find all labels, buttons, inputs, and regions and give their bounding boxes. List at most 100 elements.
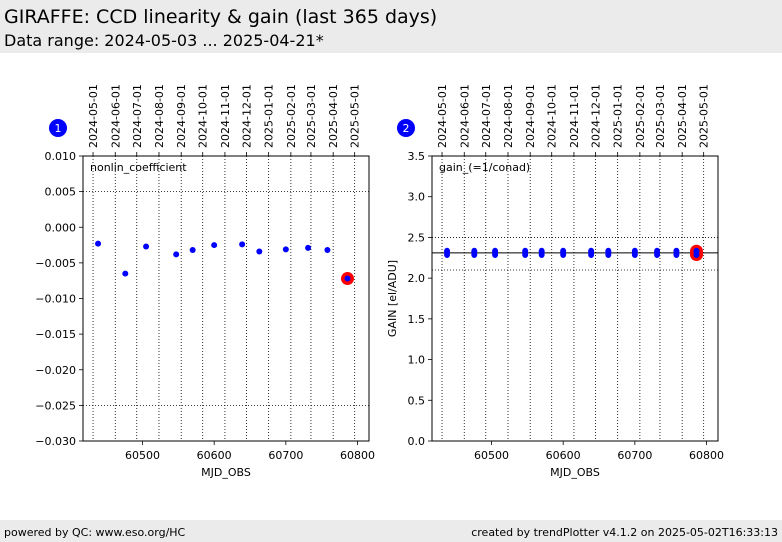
panel1-data-point	[122, 270, 129, 277]
panel2-highlight-point	[689, 248, 703, 262]
panel1-x-tick-label: 60500	[125, 449, 160, 462]
panel2-y-axis-label: GAIN [el/ADU]	[386, 260, 399, 337]
panel1-y-tick-label: −0.025	[35, 399, 76, 412]
panel1-y-tick-label: 0.010	[45, 150, 77, 163]
panel2-x-tick-label: 60500	[474, 449, 509, 462]
panel1-data-point	[95, 240, 102, 247]
data-range-subtitle: Data range: 2024-05-03 ... 2025-04-21*	[4, 31, 324, 50]
panel2-annotation: gain_(=1/conad)	[439, 161, 530, 174]
panel1-date-tick-label: 2024-05-01	[87, 84, 100, 148]
panel1-y-tick-label: 0.000	[45, 221, 77, 234]
panel2-date-tick-label: 2024-12-01	[589, 84, 602, 148]
panel1-x-tick-label: 60700	[268, 449, 303, 462]
panel1-panel-badge	[49, 119, 67, 137]
panel2-x-tick-label: 60700	[617, 449, 652, 462]
panel2-x-axis-label: MJD_OBS	[550, 466, 600, 479]
panel2-data-point	[560, 251, 567, 259]
panel1-data-point	[189, 247, 196, 254]
panel2-date-tick-label: 2025-05-01	[698, 84, 711, 148]
panel2-panel-badge	[397, 119, 415, 137]
panel2-date-tick-label: 2025-01-01	[612, 84, 625, 148]
panel2-data-point	[538, 251, 545, 259]
panel2-date-tick-label: 2024-11-01	[568, 84, 581, 148]
panel2-data-point	[693, 247, 700, 255]
panel1-date-tick-label: 2025-01-01	[263, 84, 276, 148]
panel2-data-point	[673, 251, 680, 259]
panel1-y-tick-label: −0.030	[35, 435, 76, 448]
panel1-date-tick-label: 2024-06-01	[109, 84, 122, 148]
panel2-y-tick-label: 3.5	[408, 150, 426, 163]
panel1-annotation: nonlin_coefficient	[90, 161, 187, 174]
panel2-date-tick-label: 2024-10-01	[546, 84, 559, 148]
panel1-data-point	[211, 242, 218, 249]
panel1-date-tick-label: 2024-07-01	[131, 84, 144, 148]
panel1-date-tick-label: 2024-11-01	[219, 84, 232, 148]
panel1-data-point	[282, 246, 289, 253]
panel2-data-point	[522, 247, 529, 255]
panel2-data-point	[673, 247, 680, 255]
panel1-date-tick-label: 2025-02-01	[285, 84, 298, 148]
panel2-y-tick-label: 3.0	[408, 191, 426, 204]
panel2-data-point	[471, 247, 478, 255]
panel2-data-point	[605, 251, 612, 259]
panel2-y-tick-label: 0.0	[408, 435, 426, 448]
panel2-date-tick-label: 2025-02-01	[634, 84, 647, 148]
panel1-date-tick-label: 2024-12-01	[240, 84, 253, 148]
panel2-y-tick-label: 1.5	[408, 313, 426, 326]
panel2-data-point	[444, 251, 451, 259]
panel2-data-point	[631, 247, 638, 255]
panel2-data-point	[588, 247, 595, 255]
panel1-date-tick-label: 2025-05-01	[349, 84, 362, 148]
panel1-date-tick-label: 2025-03-01	[305, 84, 318, 148]
panel1-date-tick-label: 2024-10-01	[197, 84, 210, 148]
panel2-data-point	[471, 251, 478, 259]
panel2-data-point	[654, 251, 661, 259]
panel2-data-point	[631, 251, 638, 259]
panel2-data-point	[605, 247, 612, 255]
panel1-data-point	[239, 241, 246, 248]
panel1-data-point	[256, 248, 263, 255]
panel2-y-tick-label: 2.5	[408, 231, 426, 244]
panel2-date-tick-label: 2024-08-01	[502, 84, 515, 148]
panel1-date-tick-label: 2025-04-01	[327, 84, 340, 148]
panel2-data-point	[560, 247, 567, 255]
panel2-data-point	[444, 247, 451, 255]
panel2-data-point	[588, 251, 595, 259]
panel1-y-tick-label: −0.005	[35, 257, 76, 270]
panel1-axes-frame	[82, 155, 370, 442]
panel2-axes-frame	[431, 155, 719, 442]
panel2-date-tick-label: 2024-06-01	[458, 84, 471, 148]
panel1-x-axis-label: MJD_OBS	[201, 466, 251, 479]
panel2-data-point	[522, 251, 529, 259]
panel2-y-tick-label: 1.0	[408, 354, 426, 367]
panel2-data-point	[538, 247, 545, 255]
panel1-data-point	[305, 244, 312, 251]
panel2-y-tick-label: 0.5	[408, 394, 426, 407]
panel2-date-tick-label: 2024-05-01	[436, 84, 449, 148]
footer-generator: created by trendPlotter v4.1.2 on 2025-0…	[471, 526, 778, 539]
panel2-data-point	[693, 251, 700, 259]
panel2-highlight-point	[689, 244, 703, 258]
panel1-panel-badge-number: 1	[55, 122, 62, 135]
panel1-x-tick-label: 60800	[340, 449, 375, 462]
panel1-x-tick-label: 60600	[197, 449, 232, 462]
panel2-panel-badge-number: 2	[403, 122, 410, 135]
page-title: GIRAFFE: CCD linearity & gain (last 365 …	[4, 6, 438, 28]
panel1-date-tick-label: 2024-09-01	[175, 84, 188, 148]
panel2-y-tick-label: 2.0	[408, 272, 426, 285]
panel1-y-tick-label: 0.005	[45, 186, 77, 199]
panel1-y-tick-label: −0.010	[35, 293, 76, 306]
panel1-highlight-point	[340, 272, 354, 286]
panel1-data-point	[324, 247, 331, 254]
panel1-data-point	[344, 275, 351, 282]
panel1-y-tick-label: −0.020	[35, 364, 76, 377]
panel2-x-tick-label: 60600	[546, 449, 581, 462]
panel2-date-tick-label: 2024-09-01	[524, 84, 537, 148]
panel2-data-point	[492, 247, 499, 255]
panel2-x-tick-label: 60800	[689, 449, 724, 462]
panel1-data-point	[143, 243, 150, 250]
footer-bar: powered by QC: www.eso.org/HC created by…	[0, 520, 782, 542]
panel1-data-point	[173, 251, 180, 258]
